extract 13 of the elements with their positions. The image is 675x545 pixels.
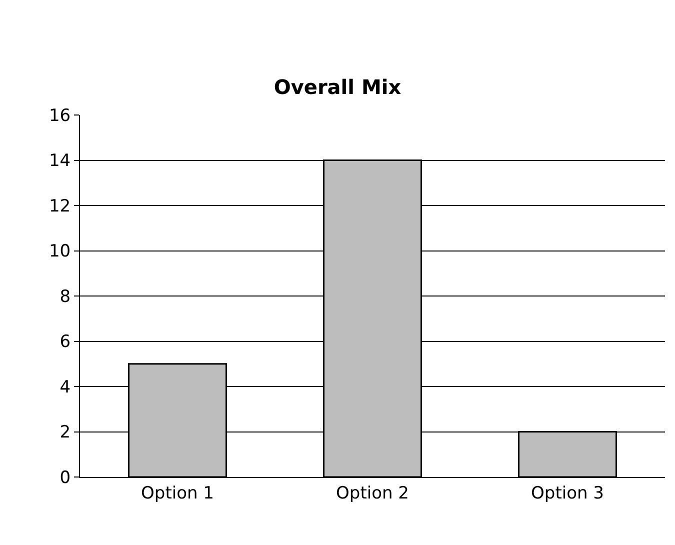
chart-title: Overall Mix <box>274 75 402 100</box>
y-tick-label: 16 <box>48 106 71 126</box>
y-tick-label: 2 <box>60 422 71 443</box>
x-tick-label: Option 1 <box>141 483 214 504</box>
y-tick-label: 14 <box>48 151 71 172</box>
x-tick-label: Option 2 <box>336 483 409 504</box>
y-tick-label: 8 <box>60 286 71 307</box>
y-tick-label: 4 <box>60 377 71 398</box>
y-tick-label: 6 <box>60 332 71 352</box>
y-tick-label: 12 <box>48 196 71 216</box>
y-tick-label: 10 <box>48 242 71 262</box>
x-tick-label: Option 3 <box>531 483 604 504</box>
y-tick-label: 0 <box>60 468 71 488</box>
